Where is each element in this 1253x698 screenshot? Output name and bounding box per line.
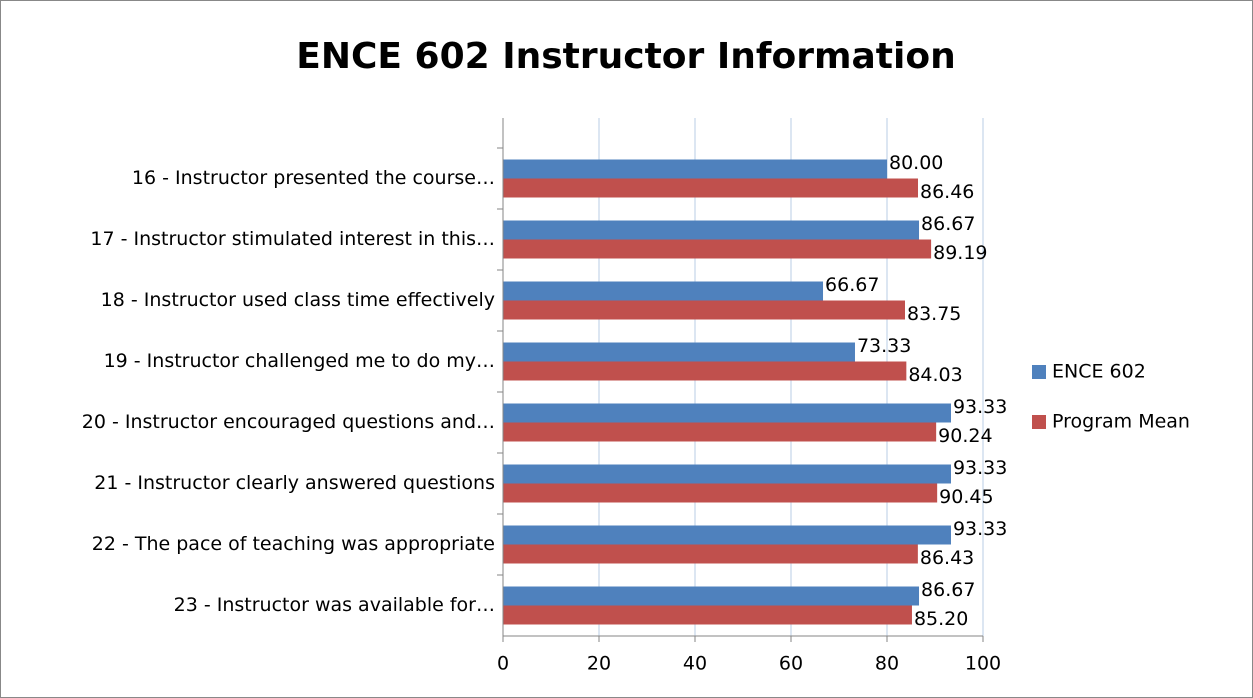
value-label: 86.67 [921, 213, 975, 235]
bar [503, 605, 912, 625]
value-label: 83.75 [907, 303, 961, 325]
bar [503, 342, 855, 362]
bar [503, 403, 951, 423]
x-tick-label: 80 [875, 653, 899, 675]
bar [503, 525, 951, 545]
value-label: 84.03 [908, 364, 962, 386]
bar [503, 239, 932, 259]
y-tick-label: 18 - Instructor used class time effectiv… [101, 289, 495, 311]
bar [503, 178, 919, 198]
chart-title: ENCE 602 Instructor Information [296, 36, 955, 77]
bar [503, 300, 905, 320]
value-label: 80.00 [889, 152, 943, 174]
bar [503, 544, 918, 564]
value-label: 93.33 [953, 396, 1007, 418]
legend-swatch [1032, 365, 1046, 379]
y-tick-label: 19 - Instructor challenged me to do my… [104, 350, 495, 372]
y-tick-label: 20 - Instructor encouraged questions and… [82, 411, 495, 433]
y-tick-label: 23 - Instructor was available for… [174, 594, 495, 616]
y-tick-label: 17 - Instructor stimulated interest in t… [90, 228, 495, 250]
bar [503, 220, 920, 240]
value-label: 89.19 [933, 242, 987, 264]
bar [503, 361, 907, 381]
x-tick-label: 60 [779, 653, 803, 675]
legend-label: Program Mean [1052, 411, 1190, 433]
value-label: 85.20 [914, 608, 968, 630]
x-tick-label: 40 [683, 653, 707, 675]
legend-label: ENCE 602 [1052, 361, 1146, 383]
x-tick-label: 0 [497, 653, 509, 675]
bar [503, 159, 887, 179]
value-label: 90.24 [938, 425, 992, 447]
value-label: 66.67 [825, 274, 879, 296]
value-label: 90.45 [939, 486, 993, 508]
y-tick-label: 21 - Instructor clearly answered questio… [94, 472, 495, 494]
x-tick-label: 100 [965, 653, 1001, 675]
y-tick-label: 16 - Instructor presented the course… [132, 167, 495, 189]
bar [503, 422, 937, 442]
value-label: 93.33 [953, 518, 1007, 540]
bar [503, 281, 824, 301]
bar [503, 586, 920, 606]
bar [503, 483, 938, 503]
x-tick-label: 20 [587, 653, 611, 675]
value-label: 86.67 [921, 579, 975, 601]
bar [503, 464, 951, 484]
legend-swatch [1032, 415, 1046, 429]
value-label: 86.46 [920, 181, 974, 203]
value-label: 86.43 [920, 547, 974, 569]
value-label: 93.33 [953, 457, 1007, 479]
y-tick-label: 22 - The pace of teaching was appropriat… [92, 533, 495, 555]
value-label: 73.33 [857, 335, 911, 357]
